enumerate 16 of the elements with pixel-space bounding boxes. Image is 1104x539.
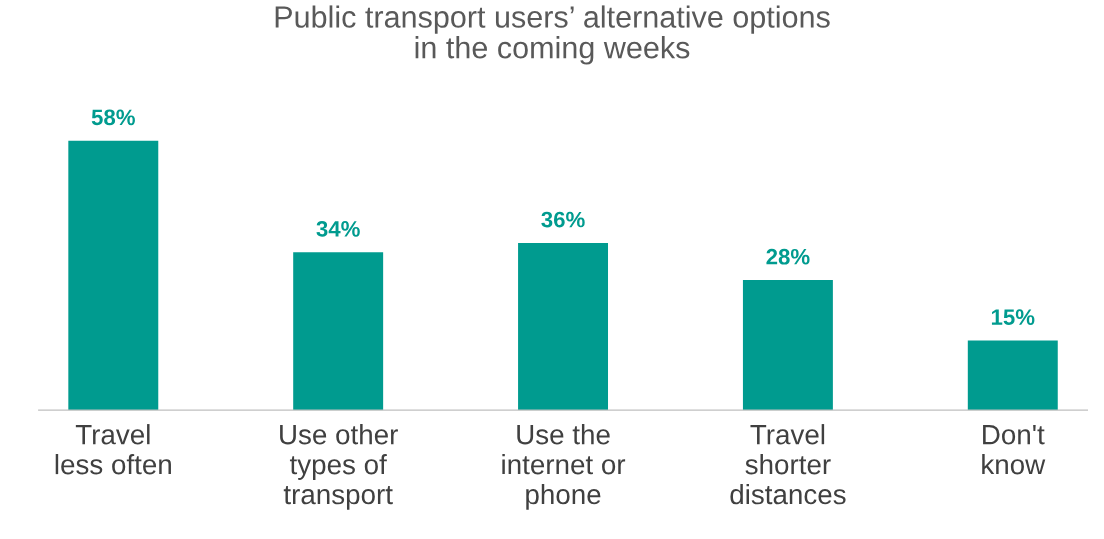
x-tick-label: Travel shorter distances [730, 424, 846, 505]
bar [742, 280, 833, 411]
data-label: 34% [316, 220, 360, 237]
data-label: 28% [766, 248, 810, 265]
x-tick-label: Travel less often [55, 424, 171, 475]
bar [967, 340, 1058, 411]
chart-title: Public transport users’ alternative options in the coming weeks [275, 5, 830, 65]
bar [293, 252, 384, 411]
x-tick-label: Use the internet or phone [502, 424, 626, 510]
bar [68, 140, 159, 411]
x-tick-label: Don't know [982, 425, 1046, 475]
data-label: 36% [541, 211, 585, 228]
data-label: 15% [991, 309, 1035, 325]
x-tick-label: Use other types of transport [280, 424, 398, 510]
bar [518, 242, 609, 411]
data-label: 58% [91, 109, 135, 126]
